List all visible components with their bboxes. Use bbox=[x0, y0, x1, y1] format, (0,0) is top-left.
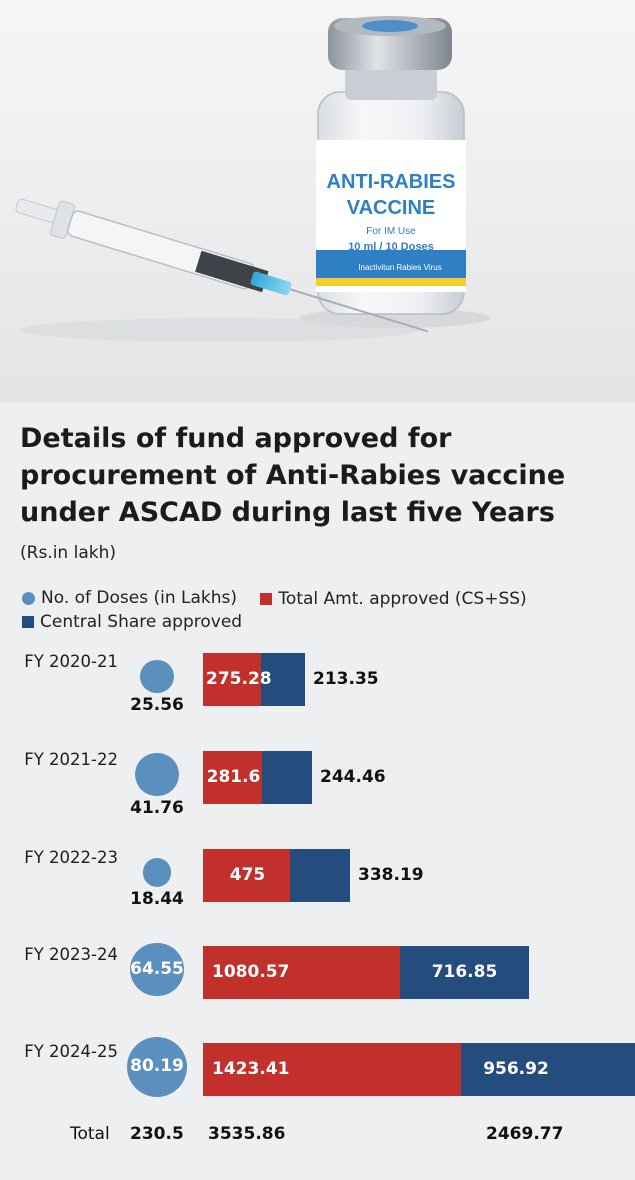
central-bar-2 bbox=[290, 849, 350, 902]
dose-bubble-1 bbox=[135, 752, 179, 797]
dose-value-4: 80.19 bbox=[130, 1055, 184, 1076]
central-value-1: 244.46 bbox=[320, 767, 386, 787]
central-bar-3 bbox=[400, 946, 529, 999]
totals-doses: 230.5 bbox=[130, 1124, 184, 1144]
total-bar-2 bbox=[203, 849, 290, 902]
total-value-1: 281.6 bbox=[206, 767, 261, 787]
dose-value-3: 64.55 bbox=[130, 958, 184, 979]
vaccine-vial-and-syringe-illustration: ANTI-RABIES VACCINE For IM Use 10 ml / 1… bbox=[15, 16, 490, 342]
legend-central-label: Central Share approved bbox=[40, 612, 243, 632]
legend-item-doses: No. of Doses (in Lakhs) bbox=[22, 588, 237, 608]
vial-label-virus: Inactivitun Rabies Virus bbox=[358, 263, 441, 272]
total-value-4: 1423.41 bbox=[212, 1059, 290, 1079]
total-bar-3 bbox=[203, 946, 400, 999]
central-bar-0 bbox=[261, 653, 305, 706]
row-label-1: FY 2021-22 bbox=[24, 749, 118, 769]
total-bar-0 bbox=[203, 653, 261, 706]
totals-label: Total bbox=[70, 1124, 110, 1144]
total-bar-4 bbox=[203, 1043, 461, 1096]
vial-label-dose: 10 ml / 10 Doses bbox=[348, 241, 434, 253]
totals-central-share: 2469.77 bbox=[486, 1124, 564, 1144]
legend-total-label: Total Amt. approved (CS+SS) bbox=[278, 588, 527, 609]
legend-item-total: Total Amt. approved (CS+SS) bbox=[260, 588, 527, 609]
central-bar-4 bbox=[461, 1043, 635, 1096]
row-label-3: FY 2023-24 bbox=[24, 944, 118, 964]
central-value-2: 338.19 bbox=[358, 865, 424, 885]
vial-label-title-1: ANTI-RABIES bbox=[327, 171, 456, 193]
central-value-0: 213.35 bbox=[313, 669, 379, 689]
dose-bubble-3 bbox=[130, 942, 184, 997]
central-value-3: 716.85 bbox=[431, 962, 498, 982]
chart-subtitle: (Rs.in lakh) bbox=[20, 543, 116, 563]
total-bar-1 bbox=[203, 751, 262, 804]
total-value-3: 1080.57 bbox=[212, 962, 290, 982]
row-label-2: FY 2022-23 bbox=[24, 847, 118, 867]
dose-bubble-0 bbox=[140, 659, 174, 694]
legend-total-marker-icon bbox=[260, 592, 273, 605]
legend-doses-label: No. of Doses (in Lakhs) bbox=[41, 588, 238, 608]
row-label-4: FY 2024-25 bbox=[24, 1041, 118, 1061]
legend-item-central: Central Share approved bbox=[22, 612, 242, 632]
central-bar-1 bbox=[262, 751, 312, 804]
dose-bubble-4 bbox=[127, 1036, 187, 1097]
legend-doses-marker-icon bbox=[22, 591, 35, 605]
central-value-4: 956.92 bbox=[483, 1059, 549, 1079]
total-value-0: 275.28 bbox=[206, 669, 272, 689]
total-value-2: 475 bbox=[229, 865, 266, 885]
vaccine-photo: ANTI-RABIES VACCINE For IM Use 10 ml / 1… bbox=[0, 0, 635, 402]
legend-central-marker-icon bbox=[22, 616, 34, 628]
chart-title: Details of fund approved for procurement… bbox=[20, 423, 566, 528]
dose-value-1: 41.76 bbox=[130, 798, 184, 819]
vial-label-use: For IM Use bbox=[366, 226, 416, 237]
dose-value-0: 25.56 bbox=[130, 695, 184, 716]
dose-bubble-2 bbox=[142, 858, 172, 887]
dose-value-2: 18.44 bbox=[130, 888, 184, 909]
row-label-0: FY 2020-21 bbox=[24, 651, 118, 671]
legend: No. of Doses (in Lakhs) Total Amt. appro… bbox=[22, 588, 545, 610]
legend-row-2: Central Share approved bbox=[22, 612, 260, 633]
totals-total-amount: 3535.86 bbox=[208, 1124, 286, 1144]
vial-label-title-2: VACCINE bbox=[347, 197, 436, 219]
